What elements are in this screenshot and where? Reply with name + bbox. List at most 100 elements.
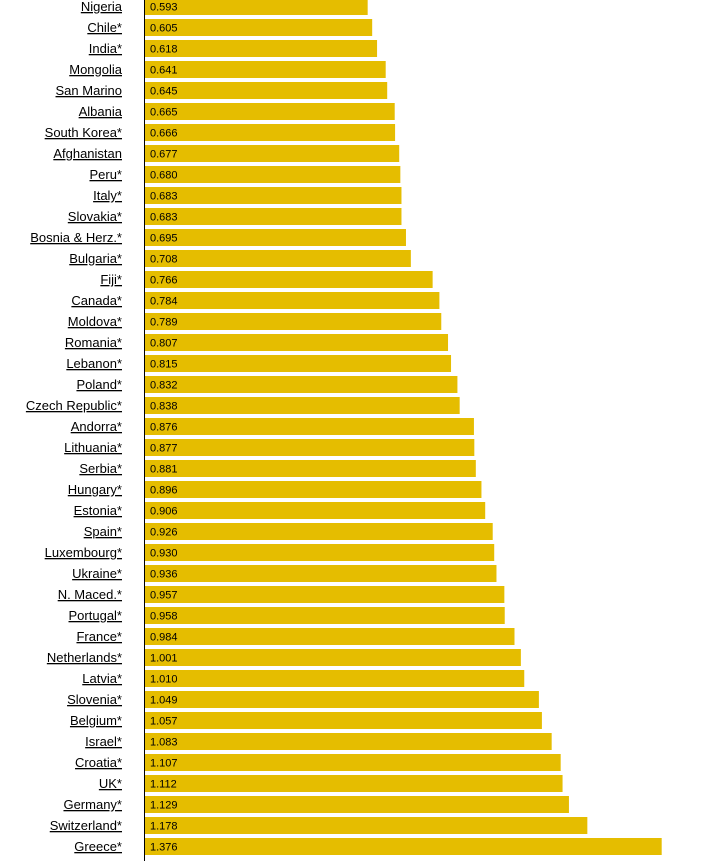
bar-value-label: 0.926 <box>150 527 178 539</box>
country-label[interactable]: Netherlands* <box>47 650 122 665</box>
country-label[interactable]: Spain* <box>84 524 122 539</box>
bar-value-label: 0.896 <box>150 485 178 497</box>
bar-value-label: 0.665 <box>150 107 178 119</box>
country-label[interactable]: Lithuania* <box>64 440 122 455</box>
country-label[interactable]: Estonia* <box>74 503 122 518</box>
bar-value-label: 0.838 <box>150 401 178 413</box>
bar-value-label: 0.618 <box>150 44 178 56</box>
bar <box>145 460 476 477</box>
bar <box>145 754 561 771</box>
bar-value-label: 0.683 <box>150 212 178 224</box>
bar <box>145 502 486 519</box>
country-label[interactable]: Afghanistan <box>53 146 122 161</box>
country-label[interactable]: Luxembourg* <box>45 545 122 560</box>
country-label[interactable]: Serbia* <box>79 461 122 476</box>
bar-value-label: 0.906 <box>150 506 178 518</box>
country-label[interactable]: N. Maced.* <box>58 587 122 602</box>
bar-value-label: 0.807 <box>150 338 178 350</box>
bar <box>145 439 475 456</box>
bar <box>145 607 505 624</box>
bar <box>145 397 460 414</box>
country-label[interactable]: Canada* <box>71 293 122 308</box>
country-label[interactable]: Chile* <box>87 20 122 35</box>
bar-value-label: 0.645 <box>150 86 178 98</box>
country-label[interactable]: Fiji* <box>100 272 122 287</box>
country-label[interactable]: Poland* <box>76 377 122 392</box>
bar-value-label: 1.178 <box>150 821 178 833</box>
country-label[interactable]: Ukraine* <box>72 566 122 581</box>
bar-value-label: 1.083 <box>150 737 178 749</box>
country-label[interactable]: Slovenia* <box>67 692 122 707</box>
bar <box>145 61 386 78</box>
bar-value-label: 0.957 <box>150 590 178 602</box>
bar-value-label: 0.666 <box>150 128 178 140</box>
country-label[interactable]: Mongolia <box>69 62 123 77</box>
bar <box>145 376 458 393</box>
bar <box>145 733 552 750</box>
country-label[interactable]: Belgium* <box>70 713 122 728</box>
bar-value-label: 0.876 <box>150 422 178 434</box>
bar-value-label: 0.680 <box>150 170 178 182</box>
country-label[interactable]: Portugal* <box>69 608 122 623</box>
bar-value-label: 0.936 <box>150 569 178 581</box>
country-label[interactable]: Andorra* <box>71 419 122 434</box>
country-label[interactable]: Romania* <box>65 335 122 350</box>
country-label[interactable]: Italy* <box>93 188 122 203</box>
bar <box>145 334 449 351</box>
bar <box>145 691 539 708</box>
country-label[interactable]: Peru* <box>89 167 122 182</box>
bar-value-label: 0.958 <box>150 611 178 623</box>
bar <box>145 796 569 813</box>
bar <box>145 481 482 498</box>
value-labels-group: 0.593 0.605 0.618 0.641 0.645 0.665 0.666 0.677… <box>150 2 178 854</box>
country-label[interactable]: Czech Republic* <box>26 398 122 413</box>
bar <box>145 124 396 141</box>
country-label[interactable]: France* <box>76 629 122 644</box>
country-label[interactable]: Bulgaria* <box>69 251 122 266</box>
bar-value-label: 1.107 <box>150 758 178 770</box>
country-label[interactable]: Lebanon* <box>66 356 122 371</box>
bar-value-label: 0.815 <box>150 359 178 371</box>
country-label[interactable]: South Korea* <box>45 125 122 140</box>
bar-value-label: 1.001 <box>150 653 178 665</box>
bar <box>145 628 515 645</box>
bar-value-label: 0.930 <box>150 548 178 560</box>
bar-value-label: 0.832 <box>150 380 178 392</box>
bar-value-label: 1.112 <box>150 779 177 791</box>
country-label[interactable]: Nigeria <box>81 0 123 14</box>
country-label[interactable]: Bosnia & Herz.* <box>30 230 122 245</box>
bar <box>145 82 388 99</box>
country-label[interactable]: Germany* <box>63 797 122 812</box>
country-label[interactable]: Hungary* <box>68 482 122 497</box>
country-label[interactable]: Greece* <box>74 839 122 854</box>
bar <box>145 775 563 792</box>
bars-group <box>145 0 662 855</box>
bar <box>145 670 525 687</box>
country-label[interactable]: Switzerland* <box>50 818 122 833</box>
bar <box>145 19 373 36</box>
bar-value-label: 0.881 <box>150 464 178 476</box>
country-label[interactable]: India* <box>89 41 122 56</box>
country-label[interactable]: Israel* <box>85 734 122 749</box>
bar <box>145 313 442 330</box>
country-label[interactable]: Slovakia* <box>68 209 122 224</box>
country-label[interactable]: Albania <box>79 104 123 119</box>
country-label[interactable]: UK* <box>99 776 122 791</box>
bar-value-label: 0.784 <box>150 296 178 308</box>
bar <box>145 0 368 15</box>
bar <box>145 229 406 246</box>
country-label[interactable]: San Marino <box>56 83 122 98</box>
country-label[interactable]: Moldova* <box>68 314 122 329</box>
country-label[interactable]: Latvia* <box>82 671 122 686</box>
bar-value-label: 0.605 <box>150 23 178 35</box>
bar-value-label: 1.010 <box>150 674 178 686</box>
bar-value-label: 0.683 <box>150 191 178 203</box>
bar <box>145 271 433 288</box>
bar <box>145 208 402 225</box>
bar-value-label: 0.877 <box>150 443 178 455</box>
category-labels-group: Nigeria Chile* India* Mongolia San Marino Alb… <box>26 0 123 854</box>
bar-value-label: 1.057 <box>150 716 178 728</box>
bar <box>145 586 505 603</box>
country-label[interactable]: Croatia* <box>75 755 122 770</box>
